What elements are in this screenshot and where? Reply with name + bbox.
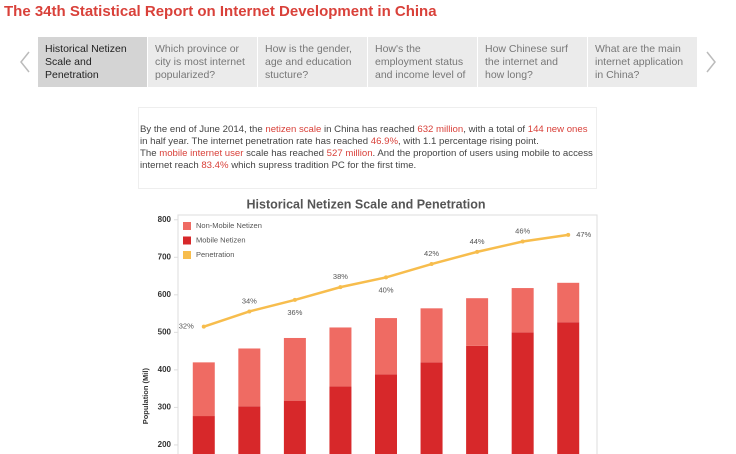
data-label: 44% (470, 237, 485, 246)
plot-frame (177, 214, 598, 454)
bar-segment (420, 362, 443, 454)
tab[interactable]: How is the gender, age and education stu… (258, 37, 368, 87)
point (566, 232, 571, 237)
text: , with a total of (463, 124, 528, 135)
bar-segment (375, 374, 397, 454)
point (247, 309, 252, 314)
highlight-text: netizen scale (265, 124, 322, 135)
legend-label: Penetration (196, 250, 234, 259)
legend-swatch (183, 236, 191, 245)
data-label: 38% (333, 272, 348, 281)
highlight-text: 83.4% (201, 160, 229, 171)
highlight-text: mobile internet user (159, 148, 244, 159)
bar-segment (375, 318, 397, 375)
point (292, 297, 297, 302)
y-axis-label: Population (Mil) (141, 368, 150, 425)
highlight-text: 527 million (326, 148, 373, 159)
bar-segment (238, 406, 261, 454)
data-label: 47% (576, 230, 591, 239)
tab[interactable]: How Chinese surf the internet and how lo… (478, 37, 588, 87)
bar-segment (192, 416, 215, 454)
legend-label: Non-Mobile Netizen (196, 221, 262, 230)
chart-title: Historical Netizen Scale and Penetration (247, 197, 486, 211)
tab[interactable]: Which province or city is most internet … (148, 37, 258, 87)
y-tick-label: 800 (158, 215, 172, 224)
highlight-text: 46.9% (370, 136, 398, 147)
y-tick-label: 200 (158, 440, 172, 449)
tab[interactable]: What are the main internet application i… (588, 37, 698, 87)
text: which supress tradition PC for the first… (228, 160, 417, 171)
paragraph: The mobile internet user scale has reach… (140, 148, 596, 172)
data-label: 40% (378, 285, 393, 294)
data-label: 36% (287, 308, 302, 317)
tab-bar: Historical Netizen Scale and Penetration… (38, 37, 698, 87)
tab[interactable]: Historical Netizen Scale and Penetration (38, 37, 148, 87)
point (429, 262, 434, 267)
prev-arrow[interactable] (18, 50, 32, 74)
bar-segment (283, 337, 306, 401)
data-label: 32% (179, 322, 194, 331)
data-label: 34% (242, 296, 257, 305)
y-tick-label: 500 (158, 327, 172, 336)
text: . And the proportion of users using mobi… (140, 148, 593, 171)
intro-text: By the end of June 2014, the netizen sca… (138, 107, 597, 189)
y-tick-label: 700 (158, 252, 172, 261)
bar-segment (466, 345, 489, 454)
text: in China has reached (321, 124, 418, 135)
y-tick-label: 600 (158, 290, 172, 299)
data-label: 42% (424, 249, 439, 258)
text: in half year. The internet penetration r… (140, 136, 371, 147)
page-title: The 34th Statistical Report on Internet … (4, 3, 437, 20)
bar-segment (557, 282, 580, 323)
highlight-text: 632 million (417, 124, 464, 135)
bar-segment (238, 348, 261, 407)
legend-swatch (183, 222, 191, 230)
bar-segment (283, 400, 306, 454)
point (520, 239, 525, 244)
bar-segment (511, 332, 534, 454)
y-tick-label: 300 (158, 403, 172, 412)
chart: Historical Netizen Scale and Penetration… (141, 197, 598, 454)
tab[interactable]: How's the employment status and income l… (368, 37, 478, 87)
bar-segment (466, 298, 489, 346)
text: scale has reached (243, 148, 327, 159)
y-tick-label: 400 (158, 365, 172, 374)
bar-segment (420, 308, 443, 363)
bar-segment (511, 288, 534, 333)
bar-segment (329, 327, 352, 387)
point (475, 249, 480, 254)
bar-segment (192, 362, 215, 417)
paragraph: By the end of June 2014, the netizen sca… (140, 124, 596, 148)
legend-label: Mobile Netizen (196, 235, 246, 244)
legend-swatch (183, 251, 191, 259)
bar-segment (329, 386, 352, 454)
data-label: 46% (515, 227, 530, 236)
next-arrow[interactable] (704, 50, 718, 74)
text: , with 1.1 percentage rising point. (397, 136, 539, 147)
point (384, 275, 388, 280)
text: By the end of June 2014, the (140, 124, 266, 135)
highlight-text: 144 new ones (527, 124, 588, 135)
point (201, 324, 206, 329)
text: The (140, 148, 160, 159)
point (338, 285, 343, 290)
bar-segment (557, 322, 580, 454)
